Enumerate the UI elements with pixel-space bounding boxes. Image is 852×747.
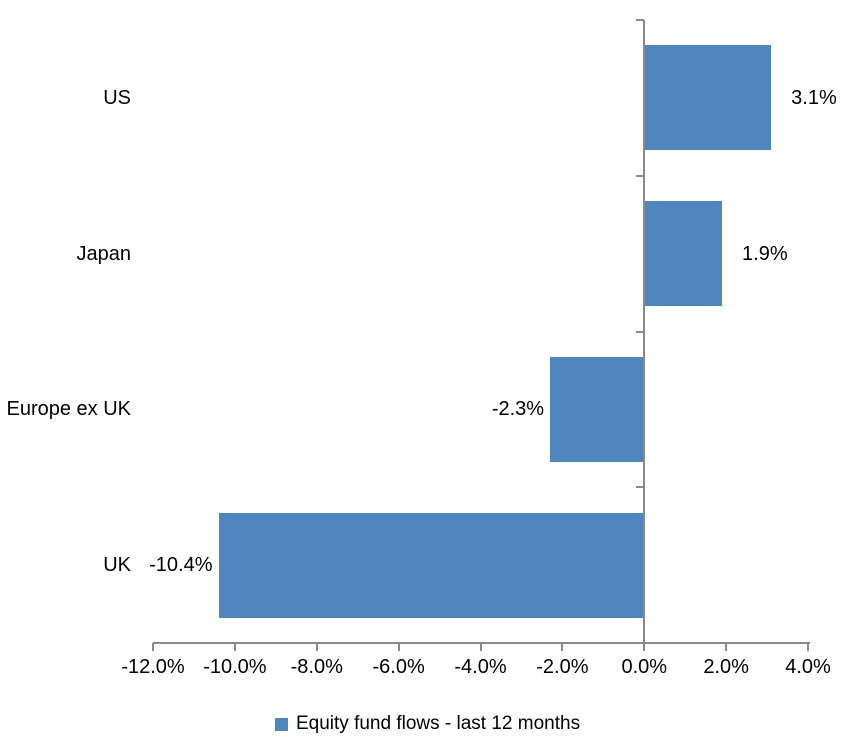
category-label: US (103, 86, 131, 109)
bar-europe-ex-uk (550, 356, 645, 462)
bar-value-label: 1.9% (742, 242, 788, 265)
category-label: UK (103, 554, 131, 577)
legend: Equity fund flows - last 12 months (275, 712, 580, 736)
bar-value-label: 3.1% (791, 86, 837, 109)
bar-japan (644, 201, 723, 307)
x-axis-line (153, 642, 810, 644)
x-axis-tick (233, 643, 236, 651)
y-axis-tick (636, 19, 645, 21)
category-label: Japan (76, 242, 132, 265)
category-label: Europe ex UK (6, 398, 131, 421)
x-axis-tick (479, 643, 482, 651)
legend-swatch-icon (275, 717, 288, 731)
bar-us (644, 45, 772, 151)
bar-uk (218, 512, 645, 618)
bar-value-label: -2.3% (491, 398, 545, 421)
x-tick-label: -12.0% (121, 656, 185, 678)
x-axis-tick (725, 643, 728, 651)
x-tick-label: 4.0% (785, 656, 831, 678)
zero-axis-line (643, 20, 646, 643)
x-tick-label: 0.0% (621, 656, 668, 678)
x-axis-tick (807, 643, 809, 651)
y-axis-tick (636, 486, 645, 489)
y-axis-tick (636, 330, 645, 333)
y-axis-tick (636, 642, 645, 644)
x-axis-tick (643, 643, 646, 651)
x-tick-label: -2.0% (536, 656, 589, 678)
bar-value-label: -10.4% (149, 554, 213, 577)
x-axis-tick (152, 643, 154, 651)
legend-label: Equity fund flows - last 12 months (296, 713, 581, 734)
x-tick-label: -4.0% (454, 656, 507, 678)
x-tick-label: -6.0% (372, 656, 425, 678)
x-tick-label: -8.0% (290, 656, 343, 678)
x-axis-tick (315, 643, 318, 651)
x-axis-tick (561, 643, 564, 651)
x-tick-label: 2.0% (703, 656, 749, 678)
x-tick-label: -10.0% (203, 656, 267, 678)
x-axis-tick (397, 643, 400, 651)
y-axis-tick (636, 174, 645, 177)
